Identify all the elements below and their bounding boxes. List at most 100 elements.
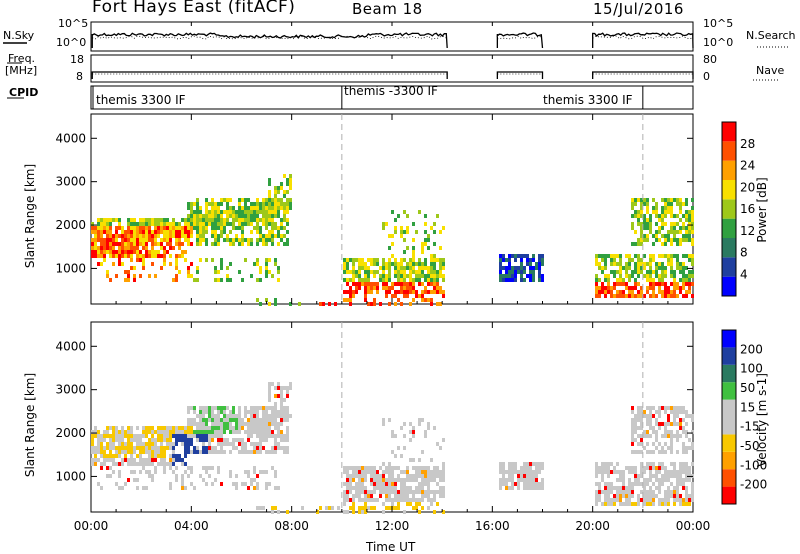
data-cell [118, 250, 121, 254]
data-cell [511, 470, 514, 474]
data-cell [346, 474, 349, 478]
data-cell [679, 198, 682, 202]
data-cell [502, 266, 505, 270]
data-cell [670, 474, 673, 478]
data-cell [514, 482, 517, 486]
data-cell [121, 462, 124, 466]
data-cell [211, 210, 214, 214]
data-cell [118, 446, 121, 450]
data-cell [139, 218, 142, 222]
data-cell [433, 474, 436, 478]
data-cell [670, 470, 673, 474]
freq-line [496, 71, 544, 79]
data-cell [214, 210, 217, 214]
data-cell [604, 502, 607, 506]
data-cell [691, 206, 694, 210]
data-cell [184, 218, 187, 222]
data-cell [349, 478, 352, 482]
data-cell [208, 466, 211, 470]
data-cell [442, 438, 445, 442]
data-cell [649, 470, 652, 474]
data-cell [667, 294, 670, 298]
data-cell [517, 478, 520, 482]
data-cell [634, 482, 637, 486]
data-cell [379, 302, 382, 306]
data-cell [670, 214, 673, 218]
data-cell [613, 274, 616, 278]
data-cell [190, 214, 193, 218]
data-cell [391, 254, 394, 258]
data-cell [91, 250, 94, 254]
date-label: 15/Jul/2016 [593, 0, 684, 18]
data-cell [598, 494, 601, 498]
data-cell [142, 434, 145, 438]
data-cell [259, 442, 262, 446]
data-cell [91, 442, 94, 446]
data-cell [403, 270, 406, 274]
data-cell [412, 506, 415, 510]
data-cell [199, 230, 202, 234]
data-cell [199, 258, 202, 262]
data-cell [598, 254, 601, 258]
data-cell [256, 214, 259, 218]
data-cell [499, 262, 502, 266]
data-cell [184, 454, 187, 458]
data-cell [256, 210, 259, 214]
data-cell [385, 282, 388, 286]
data-cell [139, 434, 142, 438]
data-cell [160, 242, 163, 246]
data-cell [532, 254, 535, 258]
data-cell [637, 222, 640, 226]
data-cell [103, 218, 106, 222]
data-cell [658, 462, 661, 466]
data-cell [658, 490, 661, 494]
data-cell [505, 266, 508, 270]
data-cell [190, 418, 193, 422]
data-cell [280, 202, 283, 206]
data-cell [136, 246, 139, 250]
data-cell [229, 198, 232, 202]
data-cell [136, 258, 139, 262]
data-cell [646, 218, 649, 222]
data-cell [637, 290, 640, 294]
data-cell [238, 406, 241, 410]
data-cell [127, 462, 130, 466]
data-cell [124, 278, 127, 282]
data-cell [634, 286, 637, 290]
data-cell [199, 406, 202, 410]
data-cell [280, 226, 283, 230]
data-cell [532, 266, 535, 270]
data-cell [133, 278, 136, 282]
data-cell [409, 270, 412, 274]
data-cell [646, 238, 649, 242]
data-cell [172, 430, 175, 434]
data-cell [178, 242, 181, 246]
data-cell [172, 454, 175, 458]
data-cell [439, 290, 442, 294]
data-cell [364, 274, 367, 278]
data-cell [406, 490, 409, 494]
data-cell [136, 486, 139, 490]
data-cell [370, 302, 373, 306]
data-cell [106, 218, 109, 222]
data-cell [343, 278, 346, 282]
data-cell [670, 438, 673, 442]
data-cell [676, 478, 679, 482]
data-cell [157, 446, 160, 450]
data-cell [406, 226, 409, 230]
power-colorbar-tick-label: 16 [740, 202, 755, 216]
data-cell [274, 470, 277, 474]
data-cell [412, 430, 415, 434]
data-cell [415, 470, 418, 474]
data-cell [640, 262, 643, 266]
data-cell [628, 266, 631, 270]
data-cell [118, 254, 121, 258]
data-cell [610, 294, 613, 298]
data-cell [286, 242, 289, 246]
data-cell [259, 446, 262, 450]
data-cell [628, 490, 631, 494]
data-cell [637, 198, 640, 202]
freq-line [91, 71, 448, 79]
data-cell [211, 414, 214, 418]
velocity-colorbar-segment [722, 399, 736, 417]
